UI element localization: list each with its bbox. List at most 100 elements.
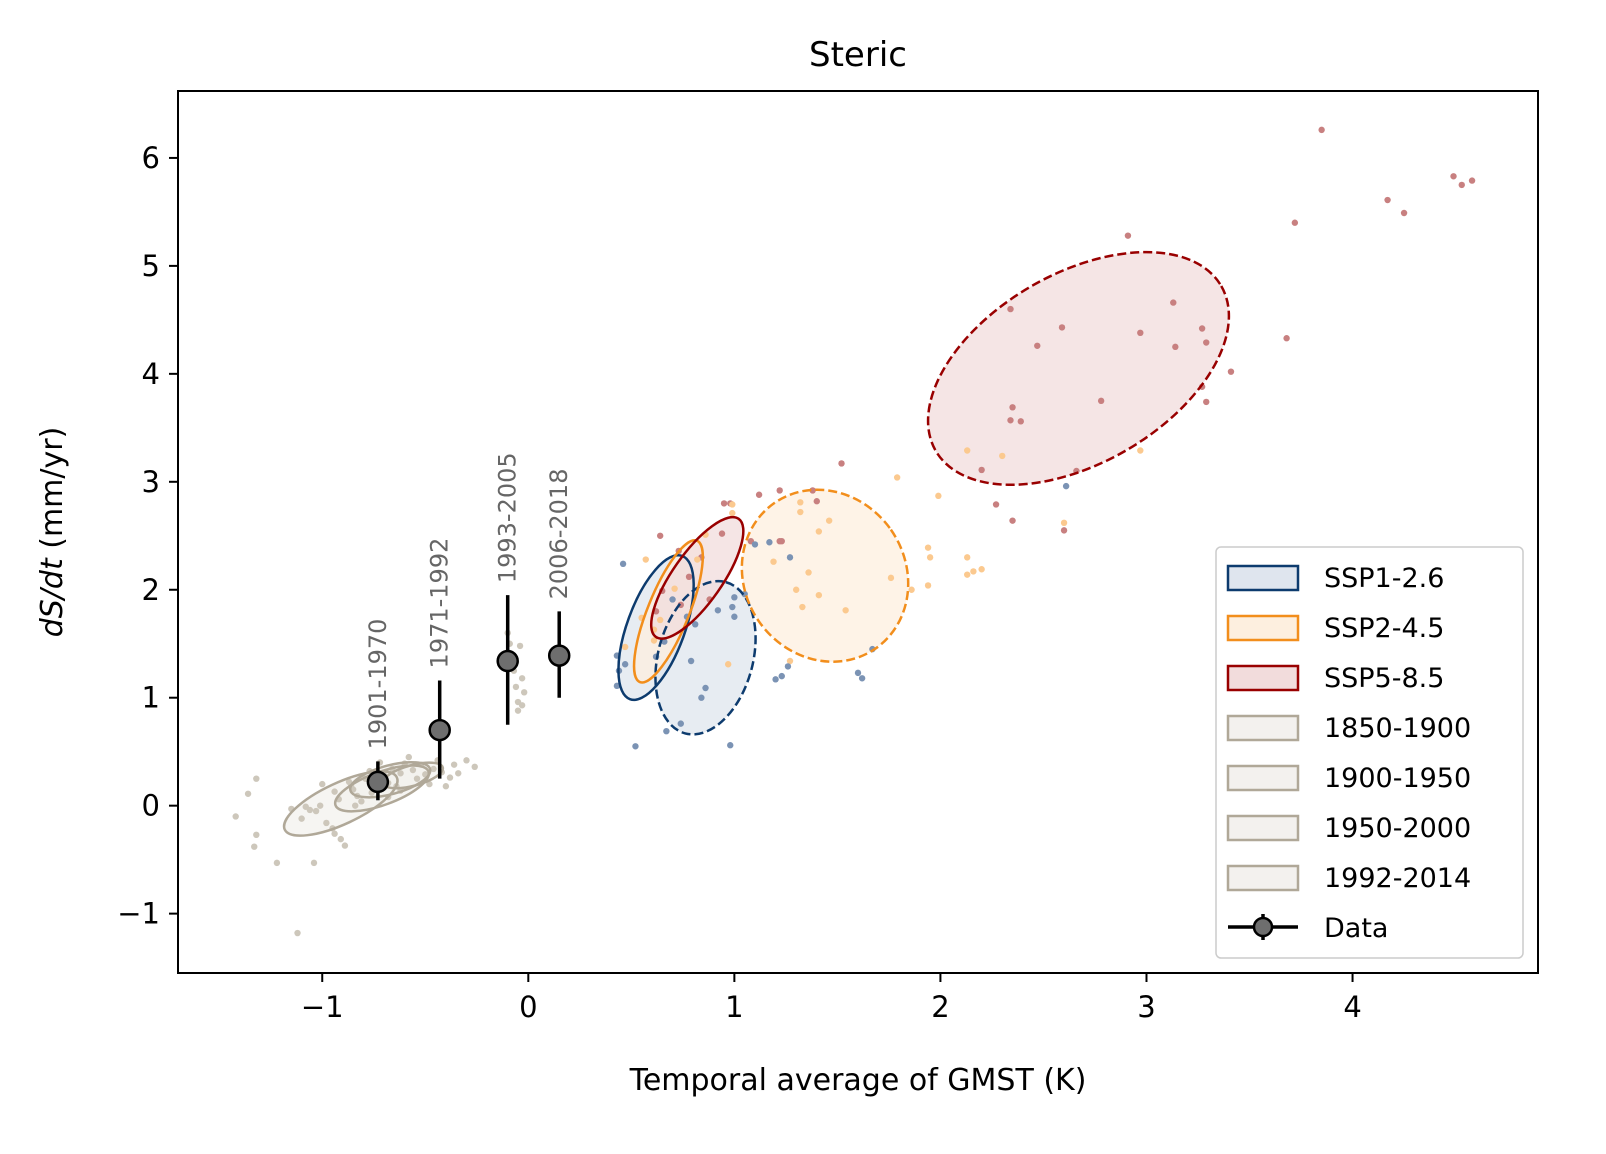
- scatter-point-ssp1-2.6: [731, 613, 738, 620]
- scatter-point-historical: [310, 859, 318, 867]
- y-axis-label-unit: (mm/yr): [35, 427, 70, 559]
- scatter-point-ssp1-2.6: [778, 672, 785, 680]
- legend-label: 1992-2014: [1324, 863, 1471, 894]
- scatter-point-ssp1-2.6: [727, 742, 734, 749]
- scatter-point-historical: [405, 753, 412, 761]
- y-tick-label: 5: [142, 249, 160, 283]
- scatter-point-historical: [312, 807, 320, 815]
- scatter-point-ssp2-4.5: [797, 499, 804, 506]
- scatter-point-historical: [251, 843, 258, 850]
- y-tick-label: 0: [142, 789, 160, 823]
- legend-box: [1215, 546, 1524, 959]
- scatter-point-historical: [397, 770, 404, 777]
- scatter-point-historical: [520, 689, 528, 696]
- x-axis-ticks: −1 0 1 2 3 4: [301, 973, 1362, 1024]
- scatter-point-ssp5-8.5: [1009, 404, 1016, 411]
- scatter-point-ssp2-4.5: [978, 566, 985, 573]
- scatter-point-ssp5-8.5: [776, 487, 783, 494]
- scatter-point-ssp2-4.5: [621, 643, 629, 651]
- y-axis-ticks: −1 0 1 2 3 4 5 6: [117, 141, 178, 931]
- scatter-point-ssp5-8.5: [1318, 126, 1325, 134]
- legend-swatch: [1226, 614, 1300, 642]
- scatter-point-ssp2-4.5: [999, 452, 1006, 460]
- scatter-point-ssp1-2.6: [663, 727, 670, 735]
- x-tick-label: 4: [1343, 990, 1361, 1024]
- scatter-point-ssp5-8.5: [1009, 517, 1016, 524]
- legend-label: SSP2-4.5: [1324, 613, 1444, 644]
- scatter-point-ssp5-8.5: [1227, 368, 1235, 375]
- scatter-point-historical: [446, 774, 454, 781]
- scatter-point-ssp2-4.5: [694, 556, 701, 563]
- legend-swatch: [1226, 714, 1300, 742]
- scatter-point-historical: [518, 702, 526, 709]
- scatter-point-ssp2-4.5: [887, 574, 895, 582]
- scatter-point-ssp1-2.6: [731, 594, 738, 601]
- scatter-point-ssp1-2.6: [858, 675, 866, 682]
- y-tick-label: 2: [142, 573, 160, 607]
- y-axis-label: dS/dt (mm/yr): [35, 427, 70, 638]
- scatter-point-ssp5-8.5: [1017, 418, 1024, 425]
- scatter-point-ssp1-2.6: [669, 596, 676, 603]
- scatter-point-ssp5-8.5: [718, 530, 726, 537]
- legend-label: Data: [1324, 913, 1388, 944]
- scatter-point-historical: [413, 775, 421, 782]
- ellipse-fills: [284, 252, 1229, 836]
- legend-swatch: [1226, 864, 1300, 892]
- scatter-point-historical: [442, 783, 450, 790]
- legend-label: 1850-1900: [1324, 713, 1471, 744]
- scatter-point-ssp2-4.5: [642, 556, 649, 563]
- data-point: [366, 770, 390, 794]
- scatter-point-ssp2-4.5: [893, 474, 901, 481]
- legend: SSP1-2.6 SSP2-4.5 SSP5-8.5 1850-1900 1900-19…: [1215, 546, 1524, 959]
- scatter-point-ssp5-8.5: [1283, 335, 1290, 342]
- scatter-point-ssp2-4.5: [724, 661, 732, 668]
- scatter-point-ssp1-2.6: [729, 603, 736, 611]
- scatter-point-historical: [512, 683, 520, 691]
- legend-swatch: [1226, 764, 1300, 792]
- scatter-point-ssp5-8.5: [778, 537, 785, 545]
- y-tick-label: 6: [142, 141, 160, 175]
- scatter-point-ssp1-2.6: [619, 560, 627, 568]
- scatter-point-ssp2-4.5: [926, 554, 934, 561]
- scatter-point-ssp1-2.6: [786, 554, 794, 561]
- x-tick-label: −1: [301, 990, 344, 1024]
- scatter-point-ssp5-8.5: [1468, 177, 1476, 184]
- scatter-point-ssp5-8.5: [755, 491, 763, 498]
- period-label: 1971-1992: [426, 538, 454, 669]
- legend-label: 1900-1950: [1324, 763, 1471, 794]
- y-tick-label: 3: [142, 465, 160, 499]
- scatter-point-historical: [341, 842, 349, 849]
- x-tick-label: 0: [519, 990, 537, 1024]
- scatter-point-ssp1-2.6: [854, 669, 862, 677]
- legend-swatch: [1226, 564, 1300, 592]
- ellipse-outlines: [282, 250, 1231, 837]
- ellipse-ssp1-2.6-dashed: [654, 579, 757, 736]
- y-tick-label: −1: [117, 897, 160, 931]
- scatter-point-historical: [409, 766, 417, 774]
- scatter-point-ssp5-8.5: [1198, 325, 1206, 332]
- ellipse-fill-ssp5-8.5: [928, 252, 1229, 485]
- scatter-point-ssp5-8.5: [1291, 219, 1299, 226]
- scatter-point-ssp2-4.5: [656, 616, 664, 624]
- observations: 1901-1970 1971-1992 1993-2005 2006-2018: [364, 452, 573, 801]
- scatter-point-ssp2-4.5: [908, 586, 915, 593]
- scatter-point-ssp1-2.6: [772, 676, 779, 683]
- chart-title: Steric: [809, 35, 907, 75]
- ellipse-historical-solid: [349, 760, 432, 799]
- scatter-point-ssp2-4.5: [924, 544, 932, 551]
- scatter-point-ssp1-2.6: [698, 694, 705, 701]
- scatter-point-ssp2-4.5: [792, 586, 800, 593]
- legend-label: SSP5-8.5: [1324, 663, 1444, 694]
- scatter-point-ssp5-8.5: [1060, 527, 1068, 534]
- scatter-point-historical: [253, 831, 260, 839]
- scatter-point-ssp2-4.5: [924, 582, 932, 589]
- legend-swatch: [1226, 664, 1300, 692]
- scatter-point-ssp2-4.5: [964, 571, 971, 578]
- scatter-point-ssp5-8.5: [978, 466, 985, 474]
- data-point: [496, 649, 519, 673]
- scatter-point-historical: [471, 763, 478, 771]
- ellipse-fill-ssp2-4.5: [741, 489, 909, 662]
- scatter-point-historical: [294, 929, 301, 937]
- scatter-point-ssp1-2.6: [751, 541, 759, 548]
- scatter-point-ssp5-8.5: [1058, 324, 1066, 331]
